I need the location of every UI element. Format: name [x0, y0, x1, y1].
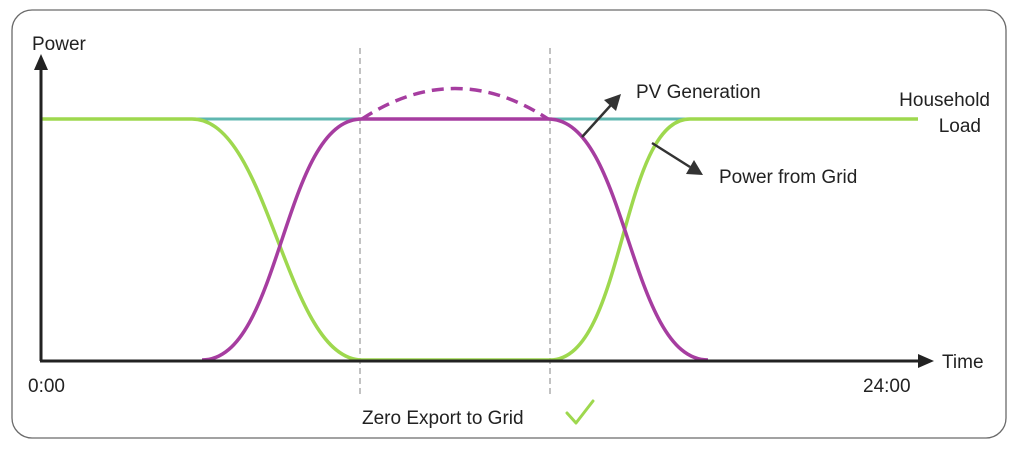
y-axis-arrowhead [34, 54, 48, 70]
check-mark-icon [565, 399, 595, 425]
x-axis-end-label: 24:00 [863, 376, 911, 397]
pv-generation-label: PV Generation [636, 82, 761, 103]
power-from-grid-label: Power from Grid [719, 167, 857, 188]
power-from-grid-pointer [651, 141, 691, 169]
pv-generation-curve [201, 117, 709, 362]
pv-generation-arrowhead [604, 94, 621, 111]
power-from-grid-arrowhead [686, 160, 703, 175]
household-load-label-line2: Load [939, 116, 981, 137]
x-axis-label: Time [942, 352, 984, 373]
pv-generation-pointer [581, 104, 612, 138]
household-load-label-line1: Household [899, 90, 990, 111]
y-axis-label: Power [32, 34, 87, 55]
pv-curtailed-curve [361, 86, 549, 121]
diagram-frame [11, 9, 1007, 439]
power-from-grid-curve [42, 117, 918, 362]
x-axis-arrowhead [918, 354, 934, 368]
x-axis-start-label: 0:00 [28, 376, 65, 397]
zero-export-label: Zero Export to Grid [362, 408, 524, 429]
